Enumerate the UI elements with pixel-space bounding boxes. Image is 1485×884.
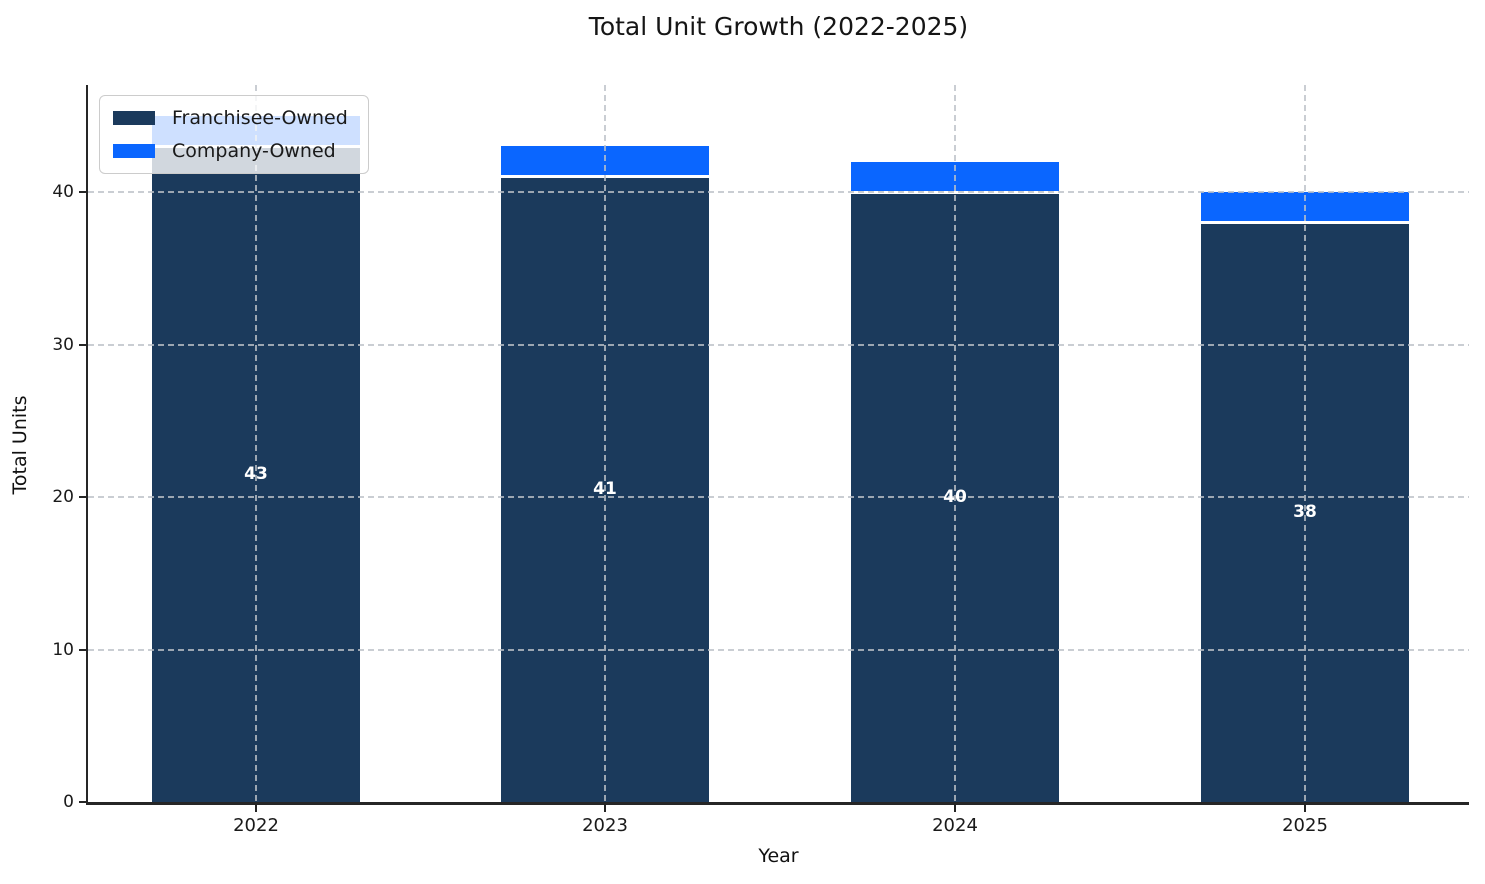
legend-swatch-company-owned [113, 144, 155, 158]
legend-label-company-owned: Company-Owned [172, 140, 336, 162]
y-tick-label-30: 30 [52, 334, 74, 355]
bar-value-label-2022: 43 [244, 464, 268, 485]
legend-item-franchisee-owned: Franchisee-Owned [113, 107, 348, 129]
gridline-y-20 [88, 496, 1469, 498]
gridline-x-2023 [604, 85, 606, 802]
gridline-x-2025 [1304, 85, 1306, 802]
legend-label-franchisee-owned: Franchisee-Owned [172, 107, 348, 129]
bar-value-label-2023: 41 [593, 479, 617, 500]
legend: Franchisee-Owned Company-Owned [99, 95, 369, 174]
x-tick-label-2024: 2024 [932, 815, 978, 836]
x-axis-spine [85, 802, 1469, 805]
y-tick-0 [79, 801, 86, 803]
y-tick-10 [79, 648, 86, 651]
y-axis-spine [85, 85, 88, 805]
legend-swatch-franchisee-owned [113, 111, 155, 125]
gridline-x-2024 [954, 85, 956, 802]
y-tick-30 [79, 343, 86, 346]
y-tick-40 [79, 191, 86, 193]
x-tick-2024 [954, 804, 956, 812]
legend-item-company-owned: Company-Owned [113, 140, 348, 162]
x-tick-label-2022: 2022 [233, 815, 279, 836]
gridline-y-30 [88, 343, 1469, 346]
x-tick-label-2023: 2023 [582, 815, 628, 836]
x-tick-2022 [255, 804, 257, 812]
chart-title: Total Unit Growth (2022-2025) [588, 12, 969, 41]
bar-value-label-2025: 38 [1293, 502, 1317, 523]
bar-value-label-2024: 40 [943, 487, 967, 507]
gridline-x-2022 [255, 85, 257, 802]
x-tick-2023 [604, 804, 606, 812]
x-axis-label: Year [758, 845, 799, 867]
gridline-y-10 [88, 648, 1469, 651]
y-tick-20 [79, 496, 86, 498]
y-tick-label-0: 0 [63, 792, 74, 812]
x-tick-2025 [1304, 804, 1306, 812]
y-tick-label-40: 40 [52, 182, 74, 202]
y-tick-label-20: 20 [52, 487, 74, 507]
x-tick-label-2025: 2025 [1282, 815, 1328, 836]
y-axis-label: Total Units [9, 395, 31, 495]
gridline-y-40 [88, 191, 1469, 193]
y-tick-label-10: 10 [52, 639, 74, 660]
